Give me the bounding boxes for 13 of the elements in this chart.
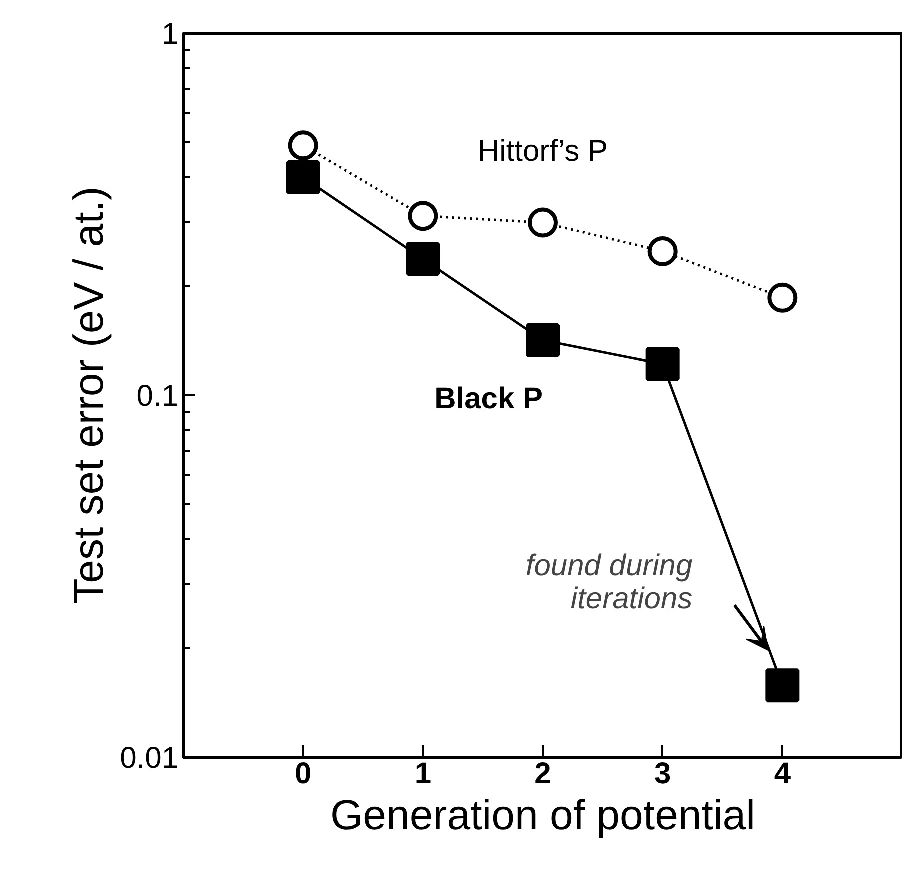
x-tick-label: 2 — [534, 758, 552, 790]
x-tick-label: 4 — [774, 758, 792, 790]
y-tick-label: 1 — [162, 18, 179, 51]
y-tick-label: 0.01 — [120, 742, 178, 775]
y-tick-label: 0.1 — [136, 380, 179, 413]
y-axis-title: Test set error (eV / at.) — [65, 186, 112, 604]
series-label: Black P — [434, 382, 544, 416]
x-axis-title: Generation of potential — [330, 792, 756, 838]
annotation: found during iterations — [526, 550, 693, 616]
x-tick-label: 1 — [414, 758, 432, 790]
x-tick-label: 3 — [654, 758, 672, 790]
series-label: Hittorf’s P — [478, 134, 608, 168]
x-tick-label: 0 — [294, 758, 312, 790]
